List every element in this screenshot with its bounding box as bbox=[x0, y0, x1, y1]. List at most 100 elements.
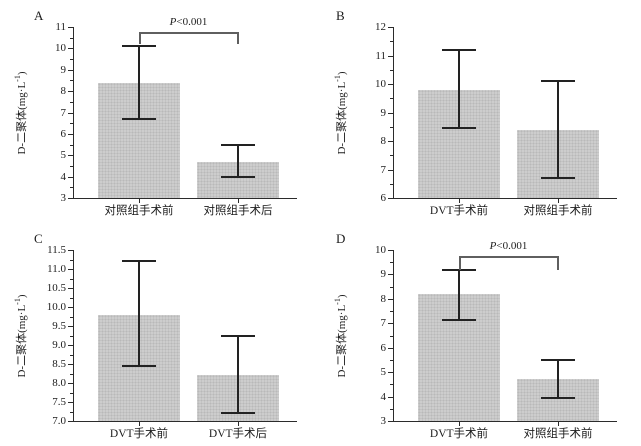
y-tick-label: 5 bbox=[60, 149, 67, 161]
error-bar bbox=[458, 50, 460, 128]
y-minor-tick bbox=[390, 184, 393, 185]
x-tick bbox=[238, 199, 239, 203]
error-cap-top bbox=[442, 49, 476, 51]
y-tick-label: 7 bbox=[380, 164, 387, 176]
y-axis-label: D-二聚体(mg·L-1) bbox=[12, 294, 28, 377]
x-category-label: 对照组手术前 bbox=[523, 205, 593, 217]
y-major-tick bbox=[388, 397, 393, 398]
error-cap-bottom bbox=[442, 319, 476, 321]
y-tick-label: 11 bbox=[55, 21, 66, 33]
y-major-tick bbox=[388, 113, 393, 114]
significance-bracket-right-drop bbox=[237, 32, 239, 44]
y-tick-label: 8.0 bbox=[52, 377, 66, 389]
significance-bracket-right-drop bbox=[557, 256, 559, 270]
y-axis-label-superscript: -1 bbox=[333, 297, 343, 305]
y-tick-label: 8 bbox=[380, 293, 387, 305]
y-axis-label-text: D-二聚体(mg·L bbox=[335, 81, 348, 155]
x-axis-line bbox=[73, 421, 297, 422]
panel-letter: B bbox=[336, 8, 345, 23]
y-major-tick bbox=[68, 113, 73, 114]
y-tick-label: 9.5 bbox=[52, 320, 66, 332]
error-bar bbox=[138, 261, 140, 366]
y-minor-tick bbox=[70, 123, 73, 124]
y-tick-label: 10 bbox=[375, 244, 386, 256]
x-tick bbox=[139, 422, 140, 426]
y-minor-tick bbox=[70, 279, 73, 280]
x-axis-line bbox=[393, 421, 617, 422]
y-minor-tick bbox=[70, 102, 73, 103]
y-axis-line bbox=[393, 250, 394, 421]
error-cap-bottom bbox=[541, 397, 575, 399]
y-axis-line bbox=[393, 27, 394, 198]
y-tick-label: 10 bbox=[55, 42, 66, 54]
y-minor-tick bbox=[70, 374, 73, 375]
y-axis-label-text: D-二聚体(mg·L bbox=[15, 304, 28, 378]
x-tick bbox=[459, 199, 460, 203]
y-major-tick bbox=[388, 348, 393, 349]
y-minor-tick bbox=[70, 260, 73, 261]
x-category-label: DVT手术前 bbox=[429, 428, 489, 440]
y-major-tick bbox=[388, 141, 393, 142]
y-axis-label-superscript: -1 bbox=[333, 74, 343, 82]
x-axis-line bbox=[73, 198, 297, 199]
y-minor-tick bbox=[70, 80, 73, 81]
y-axis-label: D-二聚体(mg·L-1) bbox=[332, 294, 348, 377]
x-tick bbox=[459, 422, 460, 426]
y-minor-tick bbox=[390, 98, 393, 99]
y-axis-label-superscript: -1 bbox=[13, 74, 23, 82]
y-minor-tick bbox=[70, 317, 73, 318]
error-cap-bottom bbox=[122, 365, 156, 367]
x-category-label: 对照组手术前 bbox=[523, 428, 593, 440]
significance-bracket-left-drop bbox=[139, 32, 141, 44]
y-major-tick bbox=[68, 91, 73, 92]
error-cap-top bbox=[541, 359, 575, 361]
y-major-tick bbox=[388, 323, 393, 324]
error-bar bbox=[557, 360, 559, 398]
y-major-tick bbox=[388, 198, 393, 199]
error-cap-top bbox=[122, 260, 156, 262]
y-major-tick bbox=[68, 155, 73, 156]
y-minor-tick bbox=[70, 393, 73, 394]
y-major-tick bbox=[388, 250, 393, 251]
y-minor-tick bbox=[390, 127, 393, 128]
y-minor-tick bbox=[390, 41, 393, 42]
x-category-label: DVT手术前 bbox=[429, 205, 489, 217]
y-tick-label: 3 bbox=[380, 415, 387, 427]
y-major-tick bbox=[388, 170, 393, 171]
error-cap-top bbox=[541, 80, 575, 82]
y-tick-label: 10.5 bbox=[46, 282, 66, 294]
x-category-label: DVT手术前 bbox=[109, 428, 169, 440]
y-axis-label-close: ) bbox=[15, 293, 28, 298]
p-value-label: P<0.001 bbox=[449, 240, 569, 253]
y-tick-label: 4 bbox=[380, 391, 387, 403]
y-axis-label: D-二聚体(mg·L-1) bbox=[332, 71, 348, 154]
y-tick-label: 10.0 bbox=[46, 301, 66, 313]
y-tick-label: 6 bbox=[380, 192, 387, 204]
y-major-tick bbox=[388, 421, 393, 422]
panel-d: D D-二聚体(mg·L-1) 10 9 8 7 6 5 4 3 DVT手术前 对照组手术前 P<0.0… bbox=[320, 223, 640, 446]
y-minor-tick bbox=[390, 155, 393, 156]
x-category-label: 对照组手术前 bbox=[104, 205, 174, 217]
y-tick-label: 9 bbox=[380, 107, 387, 119]
error-bar bbox=[237, 336, 239, 414]
y-major-tick bbox=[388, 299, 393, 300]
panel-b: B D-二聚体(mg·L-1) 12 11 10 9 8 7 6 DVT手术前 对照组手术前 bbox=[320, 0, 640, 223]
y-axis-label-close: ) bbox=[15, 70, 28, 75]
x-category-label: 对照组手术后 bbox=[203, 205, 273, 217]
y-major-tick bbox=[68, 269, 73, 270]
y-axis-label-superscript: -1 bbox=[13, 297, 23, 305]
y-major-tick bbox=[388, 372, 393, 373]
error-bar bbox=[138, 46, 140, 119]
y-major-tick bbox=[68, 177, 73, 178]
x-tick bbox=[139, 199, 140, 203]
panel-letter: C bbox=[34, 231, 43, 246]
y-axis-label-close: ) bbox=[335, 70, 348, 75]
y-minor-tick bbox=[390, 336, 393, 337]
error-cap-top bbox=[221, 144, 255, 146]
y-major-tick bbox=[68, 421, 73, 422]
p-value-label: P<0.001 bbox=[129, 16, 249, 29]
y-major-tick bbox=[68, 383, 73, 384]
y-tick-label: 6 bbox=[60, 128, 67, 140]
y-major-tick bbox=[68, 70, 73, 71]
bar bbox=[197, 162, 279, 198]
